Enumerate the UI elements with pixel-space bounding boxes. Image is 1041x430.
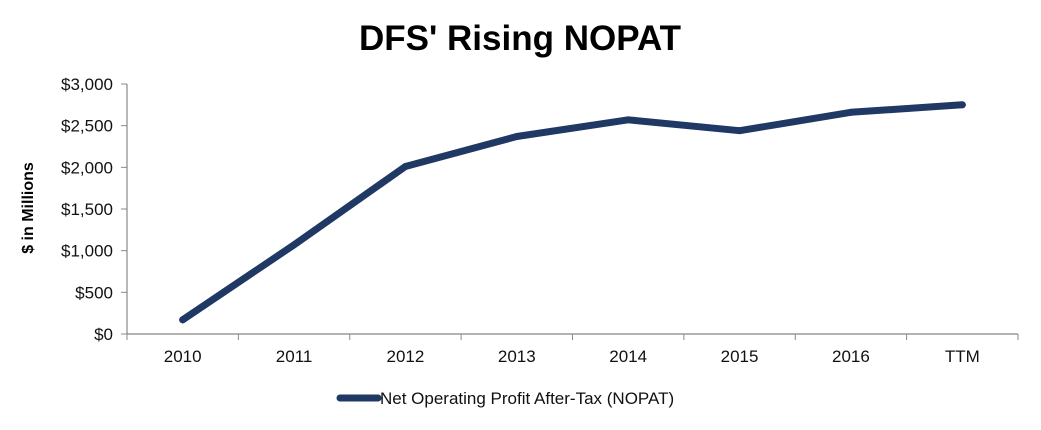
series-lines xyxy=(179,101,966,324)
y-tick-label: $1,500 xyxy=(61,200,113,219)
y-tick-labels: $0 $500 $1,000 $1,500 $2,000 $2,500 $3,000 xyxy=(61,75,113,344)
axes xyxy=(121,83,1019,340)
data-point xyxy=(513,133,521,140)
data-point xyxy=(736,127,744,135)
x-tick-label: 2012 xyxy=(387,347,425,366)
legend-label: Net Operating Profit After-Tax (NOPAT) xyxy=(380,389,674,408)
legend: Net Operating Profit After-Tax (NOPAT) xyxy=(336,389,674,408)
x-tick-label: 2013 xyxy=(498,347,536,366)
x-tick-label: 2011 xyxy=(276,347,313,366)
y-tick-label: $3,000 xyxy=(61,75,113,94)
x-tick-label: 2010 xyxy=(164,347,202,366)
x-tick-label: 2016 xyxy=(832,347,870,366)
data-point xyxy=(401,163,409,170)
y-tick-label: $2,500 xyxy=(61,117,113,136)
data-point xyxy=(958,101,966,109)
data-point xyxy=(290,241,298,249)
series-line xyxy=(179,101,966,324)
y-tick-label: $1,000 xyxy=(61,242,113,261)
x-tick-label: 2014 xyxy=(609,347,647,366)
x-tick-label: 2015 xyxy=(721,347,759,366)
x-tick-label: TTM xyxy=(945,347,980,366)
y-tick-label: $0 xyxy=(94,325,113,344)
x-tick-labels: 2010 2011 2012 2013 2014 2015 2016 TTM xyxy=(164,347,980,366)
y-tick-label: $2,000 xyxy=(61,158,113,177)
chart-title: DFS' Rising NOPAT xyxy=(359,19,681,58)
y-axis-label: $ in Millions xyxy=(20,162,37,254)
data-point xyxy=(847,108,855,116)
data-point xyxy=(179,316,187,324)
y-tick-label: $500 xyxy=(75,283,113,302)
data-point xyxy=(624,116,632,124)
